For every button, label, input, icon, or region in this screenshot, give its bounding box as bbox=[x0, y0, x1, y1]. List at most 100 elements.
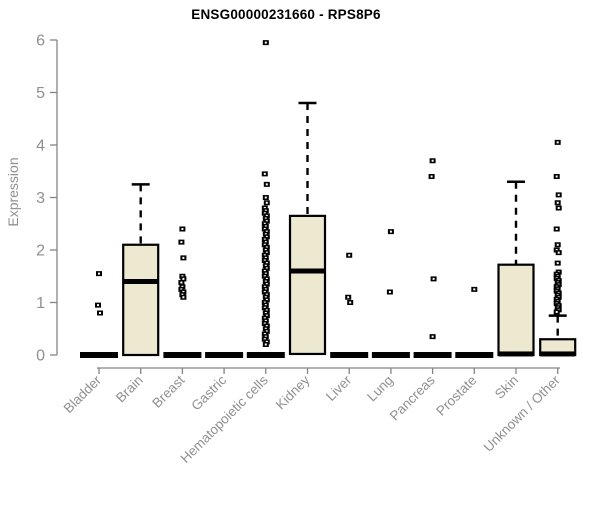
outlier-point-center bbox=[265, 293, 268, 296]
outlier-point-center bbox=[264, 296, 267, 299]
outlier-point-center bbox=[182, 291, 185, 293]
outlier-point-center bbox=[264, 233, 267, 236]
outlier-point-center bbox=[555, 249, 558, 251]
outlier-point-center bbox=[263, 172, 266, 175]
outlier-point-center bbox=[265, 246, 268, 249]
outlier-point-center bbox=[263, 275, 266, 278]
y-tick-label: 1 bbox=[36, 295, 45, 312]
outlier-point-center bbox=[263, 259, 266, 262]
outlier-point-center bbox=[264, 304, 267, 307]
outlier-point-center bbox=[181, 293, 184, 296]
outlier-point-center bbox=[265, 214, 268, 217]
chart-title: ENSG00000231660 - RPS8P6 bbox=[191, 7, 381, 22]
y-tick-label: 6 bbox=[36, 33, 45, 50]
outlier-point-center bbox=[265, 277, 268, 280]
y-tick-label: 0 bbox=[36, 348, 45, 365]
outlier-point-center bbox=[265, 262, 268, 265]
outlier-point-center bbox=[555, 228, 558, 230]
outlier-point-center bbox=[264, 343, 267, 346]
outlier-point-center bbox=[555, 310, 558, 313]
outlier-point-center bbox=[263, 207, 266, 209]
outlier-point-center bbox=[264, 280, 267, 283]
outlier-point-center bbox=[265, 201, 268, 204]
outlier-point-center bbox=[556, 141, 559, 144]
collapsed-box bbox=[205, 352, 244, 358]
x-tick-label: Lung bbox=[364, 373, 396, 405]
x-tick-label: Breast bbox=[149, 372, 187, 410]
x-tick-label: Prostate bbox=[433, 373, 479, 419]
collapsed-box bbox=[163, 352, 202, 358]
outlier-point-center bbox=[389, 230, 392, 233]
outlier-point-center bbox=[263, 228, 266, 230]
x-tick-label: Bladder bbox=[61, 372, 105, 416]
outlier-point-center bbox=[263, 285, 266, 288]
collapsed-box bbox=[80, 352, 118, 358]
outlier-point-center bbox=[348, 254, 351, 257]
outlier-point-center bbox=[431, 335, 434, 338]
outlier-point-center bbox=[264, 241, 267, 244]
outlier-point-center bbox=[263, 243, 266, 246]
outlier-point-center bbox=[97, 304, 99, 307]
collapsed-box bbox=[371, 352, 410, 358]
outlier-point-center bbox=[265, 340, 268, 343]
outlier-point-center bbox=[99, 312, 101, 314]
outlier-point-center bbox=[264, 217, 267, 220]
outlier-point-center bbox=[265, 314, 268, 317]
outlier-point-center bbox=[265, 298, 268, 301]
outlier-point-center bbox=[557, 207, 560, 209]
x-tick-label: Liver bbox=[323, 372, 355, 404]
outlier-point-center bbox=[181, 228, 184, 230]
median-line bbox=[498, 351, 534, 357]
outlier-point-center bbox=[263, 291, 266, 293]
outlier-point-center bbox=[556, 262, 559, 265]
outlier-point-center bbox=[264, 256, 267, 259]
box bbox=[122, 243, 160, 357]
outlier-point-center bbox=[265, 330, 268, 333]
outlier-point-center bbox=[557, 193, 560, 196]
outlier-point-center bbox=[180, 281, 183, 284]
collapsed-box bbox=[413, 352, 452, 358]
outlier-point-center bbox=[556, 243, 559, 246]
outlier-point-center bbox=[349, 301, 352, 304]
outlier-point-center bbox=[263, 306, 266, 309]
outlier-point-center bbox=[263, 317, 266, 320]
outlier-point-center bbox=[473, 288, 476, 291]
outlier-point-center bbox=[265, 230, 268, 233]
outlier-point-center bbox=[263, 270, 266, 272]
median-line bbox=[540, 351, 576, 357]
outlier-point-center bbox=[181, 285, 184, 288]
outlier-point-center bbox=[263, 301, 266, 304]
y-tick-label: 4 bbox=[36, 138, 45, 155]
outlier-point-center bbox=[431, 159, 434, 162]
outlier-point-center bbox=[388, 291, 391, 293]
outlier-point-center bbox=[182, 256, 185, 259]
x-tick-label: Skin bbox=[492, 373, 521, 402]
outlier-point-center bbox=[264, 196, 267, 199]
outlier-point-center bbox=[264, 288, 267, 291]
outlier-point-center bbox=[264, 209, 267, 212]
outlier-point-center bbox=[264, 225, 267, 228]
outlier-point-center bbox=[555, 175, 558, 178]
outlier-point-center bbox=[181, 275, 184, 278]
collapsed-box bbox=[246, 352, 285, 358]
outlier-point-center bbox=[263, 212, 266, 215]
collapsed-box bbox=[330, 352, 369, 358]
collapsed-box bbox=[455, 352, 494, 358]
outlier-point-center bbox=[265, 251, 268, 254]
x-tick-label: Kidney bbox=[273, 372, 313, 412]
outlier-point-center bbox=[264, 312, 267, 314]
outlier-point-center bbox=[180, 241, 183, 244]
outlier-point-center bbox=[264, 327, 267, 330]
outlier-point-center bbox=[263, 338, 266, 341]
outlier-point-center bbox=[98, 272, 100, 275]
x-tick-label: Gastric bbox=[188, 372, 229, 413]
outlier-point-center bbox=[264, 335, 267, 338]
x-tick-label: Pancreas bbox=[387, 372, 438, 423]
outlier-point-center bbox=[557, 251, 560, 254]
y-axis-label: Expression bbox=[5, 157, 21, 227]
outlier-point-center bbox=[263, 333, 266, 335]
outlier-point-center bbox=[264, 264, 267, 267]
box bbox=[288, 214, 327, 356]
